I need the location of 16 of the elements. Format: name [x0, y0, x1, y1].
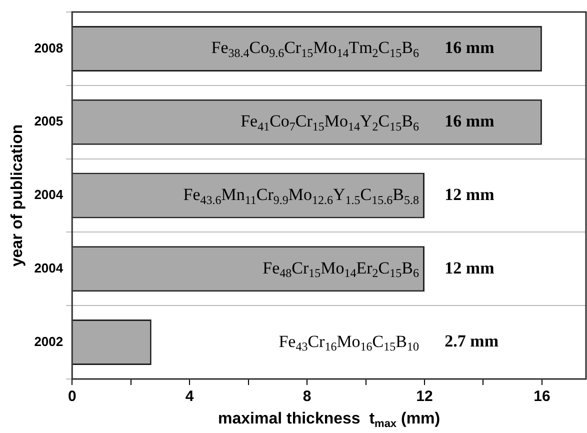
data-label: 12 mm	[444, 258, 494, 278]
y-tick-label: 2002	[34, 334, 64, 349]
x-tick-label: 0	[68, 388, 76, 406]
x-tick-label: 4	[185, 388, 194, 406]
data-label: 16 mm	[444, 38, 494, 58]
x-tick-label: 16	[534, 388, 550, 406]
x-tick-label: 12	[416, 388, 433, 406]
y-tick-label: 2005	[34, 114, 64, 129]
data-label: 12 mm	[444, 184, 494, 204]
x-tick-label: 8	[302, 388, 312, 406]
y-tick-label: 2004	[34, 187, 64, 202]
y-tick-label: 2004	[34, 260, 64, 276]
data-label: 16 mm	[444, 111, 494, 130]
y-tick-label: 2008	[34, 40, 64, 56]
data-label: 2.7 mm	[444, 332, 499, 351]
y-axis-title: year of publication	[9, 124, 26, 267]
